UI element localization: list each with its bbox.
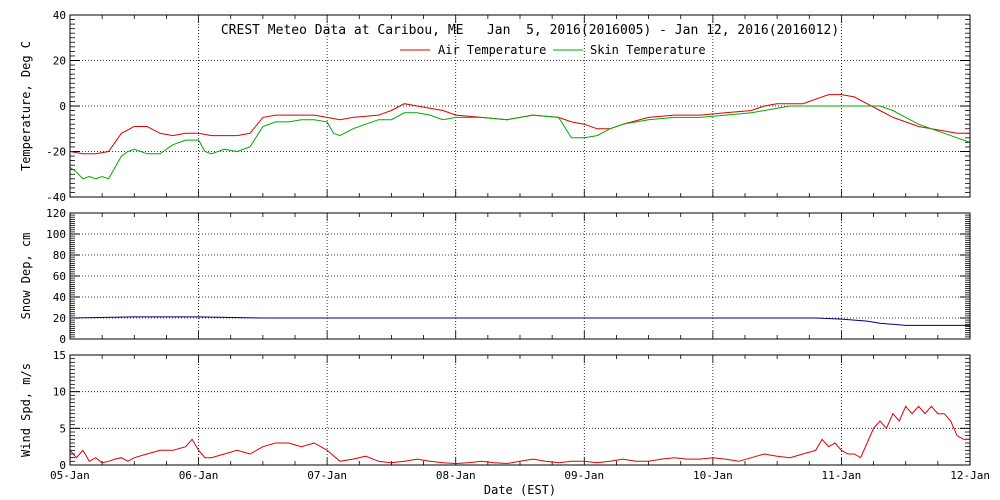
y-axis-title: Snow Dep, cm <box>19 233 33 320</box>
x-tick-label: 08-Jan <box>436 469 476 482</box>
y-tick-label: 5 <box>59 422 66 435</box>
y-tick-label: 40 <box>53 291 66 304</box>
series-line-0-0 <box>69 94 970 155</box>
x-tick-label: 10-Jan <box>693 469 733 482</box>
y-axis-title: Temperature, Deg C <box>19 41 33 171</box>
y-tick-label: 0 <box>59 333 66 346</box>
x-tick-label: 05-Jan <box>50 469 90 482</box>
legend: Air Temperature Skin Temperature <box>400 43 706 57</box>
x-axis-title: Date (EST) <box>484 483 556 497</box>
y-tick-label: 60 <box>53 270 66 283</box>
panel-frame <box>69 212 971 340</box>
y-tick-label: 0 <box>59 459 66 472</box>
series-line-0-1 <box>69 105 971 180</box>
y-tick-label: 15 <box>53 349 66 362</box>
x-tick-label: 09-Jan <box>564 469 604 482</box>
y-tick-label: 10 <box>53 386 66 399</box>
y-tick-label: 80 <box>53 249 66 262</box>
y-tick-label: -40 <box>46 191 66 204</box>
y-axis-title: Wind Spd, m/s <box>19 363 33 457</box>
x-tick-label: 07-Jan <box>307 469 347 482</box>
panel-0: -40 -20 0 20 40 Temperature, Deg C <box>19 9 971 204</box>
series-line-2-0 <box>69 405 970 465</box>
panel-frame <box>69 14 971 198</box>
panel-1: 0 20 40 60 80 100 120 Snow Dep, cm <box>19 207 971 346</box>
legend-air-label: Air Temperature <box>438 43 546 57</box>
panels-layer: -40 -20 0 20 40 Temperature, Deg C 0 20 40 60 80 10… <box>19 9 971 472</box>
panel-2: 0 5 10 15 Wind Spd, m/s <box>19 349 971 472</box>
series-line-1-0 <box>69 316 970 326</box>
y-tick-label: 0 <box>59 100 66 113</box>
y-tick-label: 20 <box>53 312 66 325</box>
y-tick-label: 40 <box>53 9 66 22</box>
y-tick-label: 120 <box>46 207 66 220</box>
x-tick-label: 12-Jan <box>950 469 990 482</box>
panel-frame <box>69 354 971 466</box>
x-tick-label: 11-Jan <box>822 469 862 482</box>
y-tick-label: 20 <box>53 55 66 68</box>
y-tick-label: 100 <box>46 228 66 241</box>
legend-skin-label: Skin Temperature <box>590 43 706 57</box>
y-tick-label: -20 <box>46 146 66 159</box>
x-tick-label: 06-Jan <box>179 469 219 482</box>
chart-title: CREST Meteo Data at Caribou, ME Jan 5, 2… <box>221 23 839 38</box>
x-tick-labels: 05-Jan 06-Jan 07-Jan 08-Jan 09-Jan 10-Jan 11-J… <box>50 469 990 482</box>
